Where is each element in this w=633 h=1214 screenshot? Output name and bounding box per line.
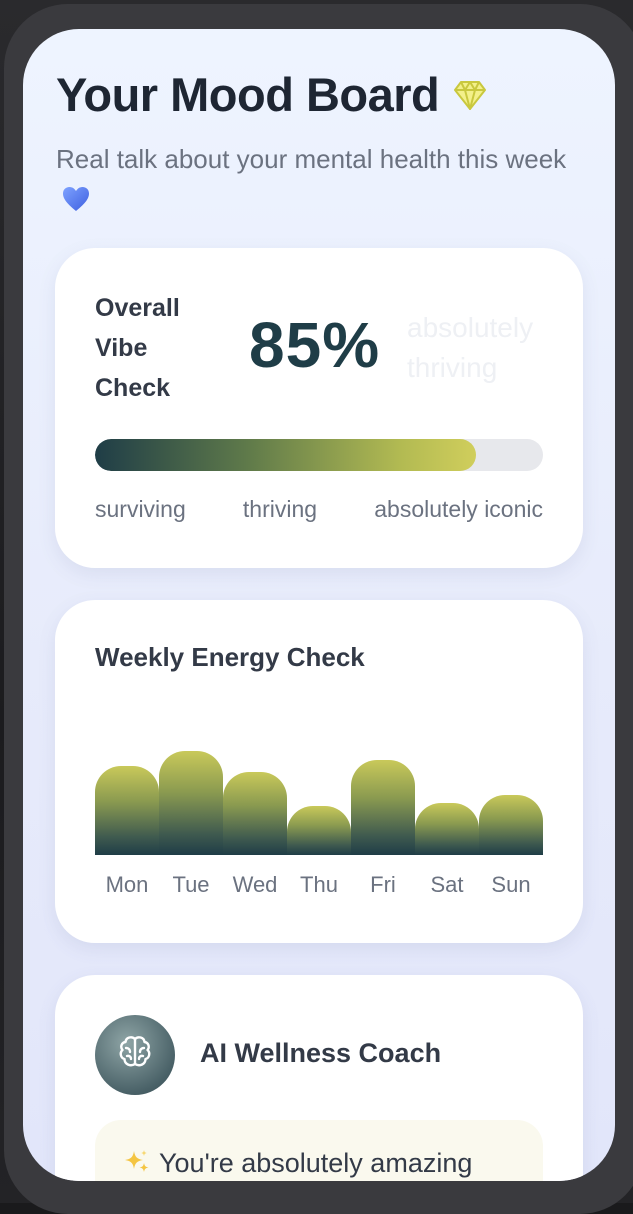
subtitle-text: Real talk about your mental health this … bbox=[56, 144, 567, 174]
scale-label-iconic: absolutely iconic bbox=[374, 496, 543, 522]
blue-heart-icon bbox=[62, 183, 90, 211]
brain-icon bbox=[115, 1033, 155, 1078]
wellness-coach-card: AI Wellness Coach You're absolutely amaz… bbox=[55, 975, 583, 1181]
coach-message-bubble: You're absolutely amazing bbox=[95, 1120, 543, 1181]
energy-bar-chart bbox=[95, 740, 543, 855]
vibe-status-text: absolutely thriving bbox=[407, 312, 534, 383]
vibe-check-value: 85% bbox=[249, 309, 381, 381]
coach-avatar[interactable] bbox=[95, 1015, 175, 1095]
vibe-progress-fill bbox=[95, 439, 476, 471]
day-label-fri: Fri bbox=[370, 872, 396, 897]
energy-bar-tue bbox=[159, 751, 223, 855]
gem-icon bbox=[453, 78, 487, 112]
energy-bar-fri bbox=[351, 760, 415, 855]
weekly-energy-title: Weekly Energy Check bbox=[95, 642, 365, 672]
page-title: Your Mood Board bbox=[56, 68, 440, 121]
energy-bar-mon bbox=[95, 766, 159, 855]
vibe-progress-bar bbox=[95, 439, 543, 471]
weekly-energy-card: Weekly Energy Check Mon Tue Wed Thu Fri Sat Su… bbox=[55, 600, 583, 943]
energy-bar-thu bbox=[287, 806, 351, 855]
title-row: Your Mood Board bbox=[56, 67, 487, 122]
day-label-sun: Sun bbox=[491, 872, 531, 897]
vibe-check-card: Overall Vibe Check 85% absolutely thrivi… bbox=[55, 248, 583, 568]
sparkles-icon bbox=[123, 1148, 151, 1176]
energy-bar-wed bbox=[223, 772, 287, 855]
energy-bar-sun bbox=[479, 795, 543, 855]
vibe-scale-labels: surviving thriving absolutely iconic bbox=[95, 496, 543, 523]
day-label-sat: Sat bbox=[430, 872, 464, 897]
scale-label-thriving: thriving bbox=[242, 496, 318, 522]
day-label-wed: Wed bbox=[232, 872, 278, 897]
day-label-tue: Tue bbox=[172, 872, 210, 897]
day-label-thu: Thu bbox=[300, 872, 338, 897]
coach-title: AI Wellness Coach bbox=[200, 1038, 442, 1068]
energy-bar-sat bbox=[415, 803, 479, 855]
day-label-mon: Mon bbox=[105, 872, 149, 897]
coach-message: You're absolutely amazing bbox=[123, 1148, 472, 1179]
page-subtitle: Real talk about your mental health this … bbox=[56, 139, 576, 219]
app-screen: Your Mood Board Real talk about your men… bbox=[23, 29, 615, 1181]
scale-label-surviving: surviving bbox=[95, 496, 186, 522]
vibe-check-label: Overall Vibe Check bbox=[95, 294, 180, 402]
coach-message-text: You're absolutely amazing bbox=[159, 1148, 473, 1178]
